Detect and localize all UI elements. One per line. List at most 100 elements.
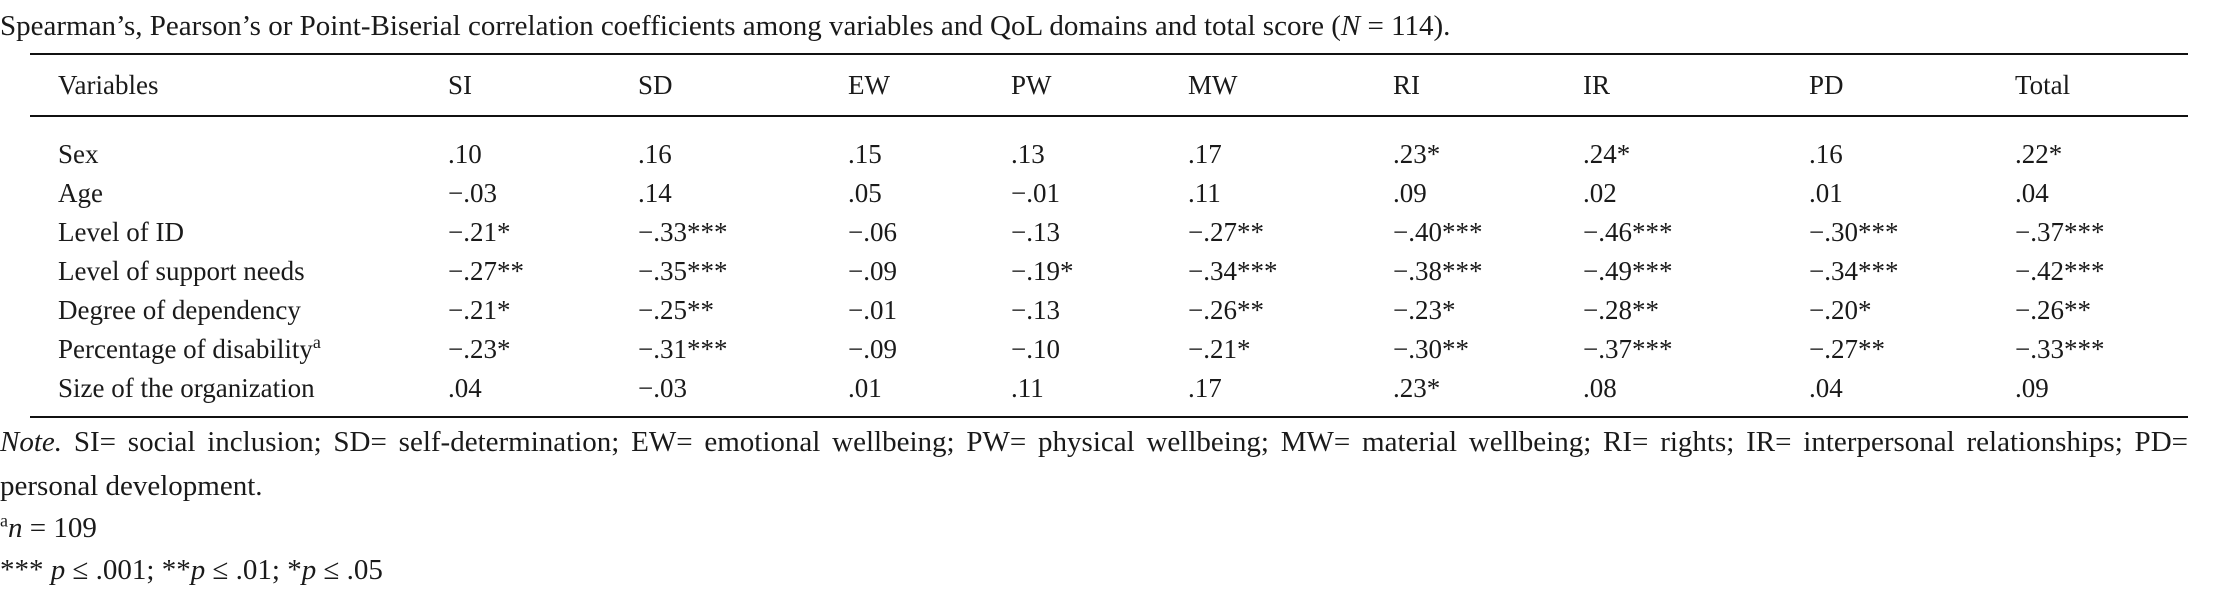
cell-total: .09: [2015, 373, 2049, 403]
cell-ri: −.38***: [1393, 256, 1483, 286]
cell-sd: −.03: [638, 373, 687, 403]
cell-ri: −.40***: [1393, 217, 1483, 247]
caption-n-symbol: N: [1340, 10, 1361, 42]
cell-total: −.42***: [2015, 256, 2105, 286]
header-pd: PD: [1809, 69, 1844, 100]
row-label: Degree of dependency: [30, 291, 448, 330]
row-label: Age: [30, 174, 448, 213]
header-total: Total: [2015, 69, 2071, 100]
row-label: Percentage of disabilitya: [30, 330, 448, 369]
row-label: Level of support needs: [30, 252, 448, 291]
cell-ri: .09: [1393, 178, 1427, 208]
cell-pw: .11: [1011, 373, 1044, 403]
header-ri: RI: [1393, 69, 1420, 100]
cell-total: .22*: [2015, 139, 2063, 169]
cell-ri: −.23*: [1393, 295, 1456, 325]
header-si: SI: [448, 69, 473, 100]
cell-sd: .14: [638, 178, 672, 208]
header-variables: Variables: [58, 69, 159, 100]
table-note: Note. SI= social inclusion; SD= self-det…: [0, 420, 2188, 508]
cell-mw: −.27**: [1188, 217, 1264, 247]
cell-si: .04: [448, 373, 482, 403]
table-row: Age −.03 .14 .05 −.01 .11 .09 .02 .01 .04: [30, 174, 2188, 213]
cell-ew: .15: [848, 139, 882, 169]
cell-mw: −.34***: [1188, 256, 1278, 286]
cell-si: −.27**: [448, 256, 524, 286]
cell-ri: .23*: [1393, 373, 1441, 403]
cell-mw: .11: [1188, 178, 1221, 208]
cell-ri: .23*: [1393, 139, 1441, 169]
row-label-text: Sex: [58, 139, 99, 169]
row-label-text: Level of support needs: [58, 256, 305, 286]
header-ir: IR: [1583, 69, 1610, 100]
table-row: Level of support needs −.27** −.35*** −.09 −…: [30, 252, 2188, 291]
cell-pw: −.13: [1011, 295, 1060, 325]
footnote-a-n: n: [8, 512, 23, 544]
significance-note: *** p ≤ .001; **p ≤ .01; *p ≤ .05: [0, 550, 383, 590]
correlation-table: Variables SI SD EW PW MW RI IR PD Total …: [30, 53, 2188, 418]
row-label-text: Level of ID: [58, 217, 184, 247]
note-label: Note.: [0, 426, 63, 458]
cell-total: −.37***: [2015, 217, 2105, 247]
cell-si: .10: [448, 139, 482, 169]
cell-mw: −.26**: [1188, 295, 1264, 325]
cell-sd: −.35***: [638, 256, 728, 286]
cell-pd: −.27**: [1809, 334, 1885, 364]
cell-si: −.03: [448, 178, 497, 208]
sig-text-4: ≤ .05: [316, 554, 383, 586]
cell-pd: .01: [1809, 178, 1843, 208]
cell-mw: −.21*: [1188, 334, 1251, 364]
cell-pw: −.19*: [1011, 256, 1074, 286]
table-row: Size of the organization .04 −.03 .01 .11 .17…: [30, 369, 2188, 417]
row-label: Level of ID: [30, 213, 448, 252]
footnote-a: an = 109: [0, 508, 97, 548]
table-row: Sex .10 .16 .15 .13 .17 .23* .24* .16 .22*: [30, 116, 2188, 174]
table-row: Percentage of disabilitya −.23* −.31*** −.0…: [30, 330, 2188, 369]
header-sd: SD: [638, 69, 673, 100]
cell-ir: −.37***: [1583, 334, 1673, 364]
cell-ew: −.09: [848, 334, 897, 364]
header-ew: EW: [848, 69, 890, 100]
cell-ir: .02: [1583, 178, 1617, 208]
table-row: Level of ID −.21* −.33*** −.06 −.13 −.27** −.4…: [30, 213, 2188, 252]
footnote-a-text: = 109: [22, 512, 97, 544]
cell-ir: −.49***: [1583, 256, 1673, 286]
table-header-row: Variables SI SD EW PW MW RI IR PD Total: [30, 54, 2188, 116]
cell-pd: −.20*: [1809, 295, 1872, 325]
cell-ir: −.28**: [1583, 295, 1659, 325]
cell-ew: .05: [848, 178, 882, 208]
cell-si: −.21*: [448, 295, 511, 325]
cell-ri: −.30**: [1393, 334, 1469, 364]
cell-si: −.23*: [448, 334, 511, 364]
cell-mw: .17: [1188, 139, 1222, 169]
caption-text: Spearman’s, Pearson’s or Point-Biserial …: [0, 10, 1341, 42]
row-label-text: Percentage of disability: [58, 334, 313, 364]
cell-sd: −.31***: [638, 334, 728, 364]
cell-pd: −.30***: [1809, 217, 1899, 247]
cell-pw: .13: [1011, 139, 1045, 169]
cell-pd: .04: [1809, 373, 1843, 403]
sig-text-3: ≤ .01; *: [205, 554, 302, 586]
cell-si: −.21*: [448, 217, 511, 247]
cell-ew: −.01: [848, 295, 897, 325]
sig-p-2: p: [190, 554, 206, 586]
cell-mw: .17: [1188, 373, 1222, 403]
cell-sd: .16: [638, 139, 672, 169]
cell-ew: .01: [848, 373, 882, 403]
note-text: SI= social inclusion; SD= self-determina…: [0, 426, 2188, 502]
header-mw: MW: [1188, 69, 1238, 100]
sig-text-2: ≤ .001; **: [65, 554, 191, 586]
cell-total: .04: [2015, 178, 2049, 208]
cell-pd: .16: [1809, 139, 1843, 169]
cell-ir: −.46***: [1583, 217, 1673, 247]
caption-n-value: = 114).: [1360, 10, 1451, 42]
cell-ew: −.06: [848, 217, 897, 247]
row-label-text: Age: [58, 178, 103, 208]
cell-ew: −.09: [848, 256, 897, 286]
footnote-marker: a: [312, 332, 321, 352]
cell-ir: .08: [1583, 373, 1617, 403]
cell-sd: −.25**: [638, 295, 714, 325]
sig-text-1: ***: [0, 554, 51, 586]
cell-sd: −.33***: [638, 217, 728, 247]
